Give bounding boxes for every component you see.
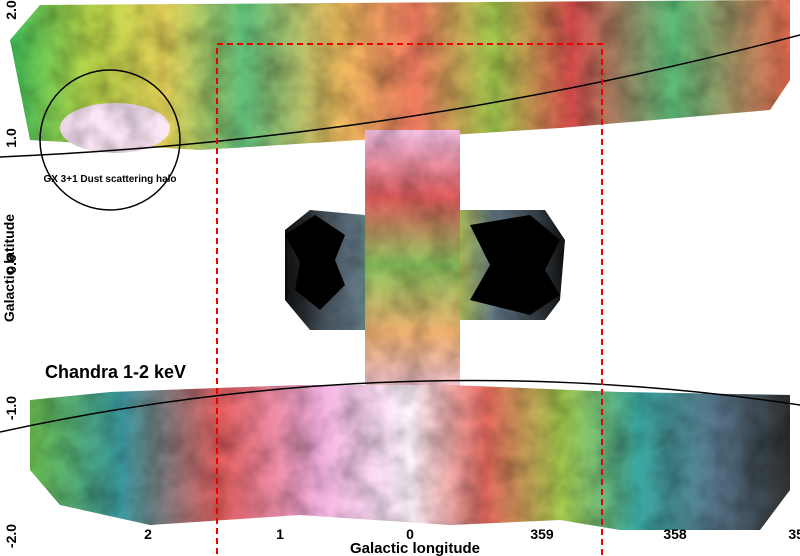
x-tick-label: 358 [663, 526, 687, 542]
x-axis: 2 1 0 359 358 357 Galactic longitude [144, 526, 800, 556]
x-tick-label: 359 [530, 526, 554, 542]
y-tick-label: -1.0 [3, 396, 19, 420]
halo-label: GX 3+1 Dust scattering halo [43, 174, 176, 185]
bottom-strip [30, 385, 790, 530]
vertical-arm [365, 130, 460, 400]
boundary-arc-bottom [0, 379, 800, 433]
xray-mosaic [10, 0, 790, 530]
band-label: Chandra 1-2 keV [45, 362, 186, 382]
x-axis-title: Galactic longitude [350, 540, 480, 556]
halo-bright [60, 103, 170, 153]
x-tick-label: 0 [406, 526, 414, 542]
y-tick-label: 0.0 [3, 254, 19, 274]
halo-circle [39, 69, 181, 211]
dark-region-right [470, 215, 560, 315]
x-tick-label: 357 [788, 526, 800, 542]
x-tick-label: 1 [276, 526, 284, 542]
y-axis: 2.0 1.0 0.0 -1.0 -2.0 [3, 0, 19, 548]
y-axis-title: Galactic latitude [1, 214, 17, 322]
y-tick-label: 2.0 [3, 0, 19, 20]
boundary-arc-top [0, 34, 800, 158]
dark-region-left [285, 215, 345, 310]
y-tick-label: 1.0 [3, 128, 19, 148]
x-tick-label: 2 [144, 526, 152, 542]
top-strip [10, 0, 790, 150]
region-box [216, 43, 603, 556]
y-tick-label: -2.0 [3, 524, 19, 548]
